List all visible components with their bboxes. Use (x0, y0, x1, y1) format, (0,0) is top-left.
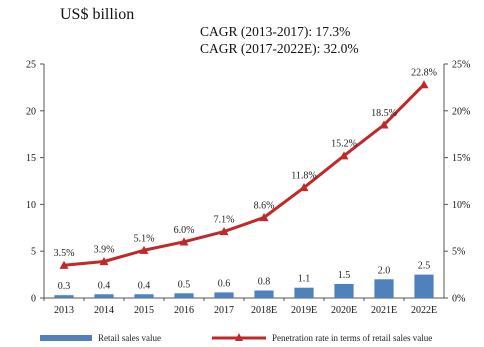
x-tick-label: 2019E (291, 305, 317, 316)
line-point (219, 227, 229, 236)
y-left-tick-label: 5 (31, 247, 36, 258)
bar (334, 283, 354, 298)
line-point (179, 237, 189, 246)
line-point (99, 256, 109, 266)
bar (414, 274, 434, 298)
bar-value-label: 0.4 (98, 280, 111, 291)
bar-value-label: 0.3 (58, 281, 71, 292)
line-value-label: 22.8% (411, 68, 437, 79)
bar (294, 287, 314, 298)
y-right-tick-label: 5% (452, 247, 465, 258)
bar-value-label: 0.5 (178, 279, 191, 290)
y-left-tick-label: 0 (31, 294, 36, 305)
line-point (139, 245, 149, 254)
x-tick-label: 2020E (331, 305, 357, 316)
cagr-2017-2022: CAGR (2017-2022E): 32.0% (200, 41, 359, 56)
x-tick-label: 2016 (174, 305, 194, 316)
bar-value-label: 2.0 (378, 265, 391, 276)
x-tick-label: 2018E (251, 305, 277, 316)
y-left-tick-label: 15 (26, 153, 36, 164)
bar-value-label: 2.5 (418, 261, 431, 272)
line-value-label: 8.6% (254, 201, 275, 212)
line-value-label: 7.1% (214, 215, 235, 226)
y-right-tick-label: 20% (452, 106, 470, 117)
x-tick-label: 2021E (371, 305, 397, 316)
y-right-tick-label: 15% (452, 153, 470, 164)
y-left-tick-label: 25 (26, 60, 36, 71)
bar-value-label: 0.6 (218, 278, 231, 289)
bar (214, 292, 234, 298)
y-right-tick-label: 25% (452, 60, 470, 71)
y-left-tick-label: 20 (26, 106, 36, 117)
y-right-tick-label: 0% (452, 294, 465, 305)
x-tick-label: 2013 (54, 305, 74, 316)
line-value-label: 3.5% (54, 248, 75, 259)
bar-value-label: 0.4 (138, 280, 151, 291)
line-value-label: 5.1% (134, 233, 155, 244)
x-tick-label: 2015 (134, 305, 154, 316)
line-value-label: 3.9% (94, 244, 115, 255)
legend-bar-label: Retail sales value (98, 333, 161, 343)
line-point (379, 120, 389, 129)
y-right-tick-label: 10% (452, 200, 470, 211)
line-point (339, 151, 349, 160)
bar-value-label: 1.1 (298, 274, 311, 285)
line-point (59, 260, 69, 269)
line-value-label: 11.8% (291, 171, 316, 182)
unit-label: US$ billion (60, 6, 135, 23)
bar-value-label: 0.8 (258, 277, 271, 288)
line-point (419, 80, 429, 89)
legend-line-marker (235, 333, 243, 341)
y-left-tick-label: 10 (26, 200, 36, 211)
bar (254, 290, 274, 298)
legend-line-label: Penetration rate in terms of retail sale… (272, 333, 432, 343)
bar (174, 293, 194, 298)
line-value-label: 6.0% (174, 225, 195, 236)
line-point (299, 183, 309, 192)
line-value-label: 18.5% (371, 108, 397, 119)
cagr-2013-2017: CAGR (2013-2017): 17.3% (200, 24, 351, 39)
x-tick-label: 2014 (94, 305, 114, 316)
line-value-label: 15.2% (331, 139, 357, 150)
bar (134, 294, 154, 298)
legend-bar-swatch (40, 335, 92, 341)
line-point (259, 213, 269, 222)
bar (94, 294, 114, 298)
bar (374, 279, 394, 298)
x-tick-label: 2017 (214, 305, 234, 316)
penetration-line (63, 83, 426, 267)
bar-value-label: 1.5 (338, 270, 351, 281)
bar (54, 295, 74, 298)
x-tick-label: 2022E (411, 305, 437, 316)
